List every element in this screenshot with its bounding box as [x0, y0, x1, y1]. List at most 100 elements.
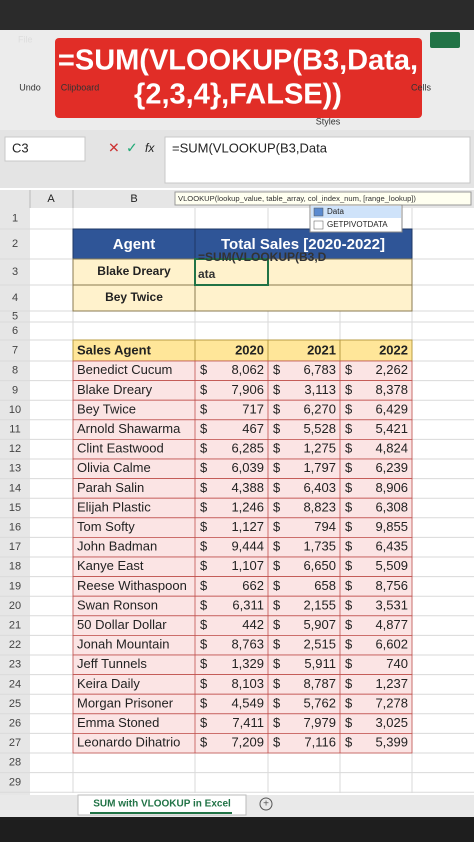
row-number: 13 [9, 463, 21, 475]
add-sheet[interactable] [259, 797, 273, 811]
sales-value: 467 [242, 421, 264, 436]
sales-agent: Clint Eastwood [77, 441, 164, 456]
name-box[interactable] [4, 136, 86, 162]
currency-symbol: $ [273, 735, 281, 750]
sales-value: 1,329 [231, 656, 264, 671]
currency-symbol: $ [345, 656, 353, 671]
sales-value: 6,311 [232, 597, 264, 612]
currency-symbol: $ [200, 637, 208, 652]
sales-agent: Emma Stoned [77, 715, 159, 730]
sales-header-text: Sales Agent [77, 342, 152, 357]
currency-symbol: $ [345, 519, 353, 534]
sales-value: 3,531 [375, 597, 408, 612]
cell-edit-text: =SUM(VLOOKUP(B3,D [198, 250, 327, 264]
currency-symbol: $ [345, 362, 353, 377]
row-number: 8 [12, 365, 18, 377]
sales-value: 717 [242, 401, 264, 416]
sales-agent: Olivia Calme [77, 460, 151, 475]
sales-agent: 50 Dollar Dollar [77, 617, 167, 632]
currency-symbol: $ [345, 735, 353, 750]
currency-symbol: $ [345, 421, 353, 436]
sales-value: 5,421 [375, 421, 408, 436]
function-tooltip-text: VLOOKUP(lookup_value, table_array, col_i… [178, 194, 416, 203]
currency-symbol: $ [345, 480, 353, 495]
sheet-tab-text: SUM with VLOOKUP in Excel [93, 799, 231, 810]
currency-symbol: $ [200, 735, 208, 750]
row-number: 16 [9, 522, 21, 534]
lookup-header-text: Agent [113, 236, 156, 253]
currency-symbol: $ [345, 617, 353, 632]
sales-value: 6,602 [375, 637, 408, 652]
cell-edit-text: ata [198, 267, 216, 281]
row-number: 5 [12, 310, 18, 322]
row-number: 9 [12, 384, 18, 396]
currency-symbol: $ [273, 460, 281, 475]
sales-agent: John Badman [77, 539, 157, 554]
sales-header-text: 2021 [307, 342, 336, 357]
sales-value: 5,762 [303, 695, 336, 710]
sales-value: 6,435 [375, 539, 408, 554]
formula-input[interactable] [164, 136, 471, 184]
selected-cell[interactable] [194, 258, 269, 286]
currency-symbol: $ [345, 382, 353, 397]
currency-symbol: $ [345, 539, 353, 554]
row-number: 15 [9, 502, 21, 514]
currency-symbol: $ [273, 656, 281, 671]
currency-symbol: $ [273, 401, 281, 416]
sales-value: 6,308 [375, 499, 408, 514]
sales-value: 6,429 [375, 401, 408, 416]
sales-agent: Bey Twice [77, 401, 136, 416]
sales-agent: Swan Ronson [77, 597, 158, 612]
row-number: 29 [9, 776, 21, 788]
row-number: 11 [9, 424, 20, 436]
autocomplete-highlight[interactable] [311, 206, 401, 218]
currency-symbol: $ [345, 460, 353, 475]
file-menu: File [18, 34, 33, 44]
sales-value: 6,403 [303, 480, 336, 495]
ribbon-group-label: Undo [19, 82, 41, 92]
sales-value: 4,824 [375, 441, 408, 456]
row-number: 27 [9, 737, 21, 749]
currency-symbol: $ [200, 441, 208, 456]
row-number: 28 [9, 757, 21, 769]
sales-agent: Morgan Prisoner [77, 695, 174, 710]
sales-agent: Elijah Plastic [77, 499, 151, 514]
sales-value: 1,237 [375, 676, 408, 691]
currency-symbol: $ [273, 715, 281, 730]
row-number: 4 [12, 292, 18, 304]
enter-icon: ✓ [126, 140, 138, 156]
currency-symbol: $ [200, 460, 208, 475]
autocomplete-item[interactable]: Data [327, 207, 344, 216]
column-label: B [130, 193, 137, 205]
sales-value: 6,650 [303, 558, 336, 573]
row-number: 22 [9, 639, 21, 651]
currency-symbol: $ [273, 578, 281, 593]
share-button[interactable] [430, 32, 460, 48]
sales-value: 2,262 [375, 362, 408, 377]
sales-value: 662 [242, 578, 264, 593]
autocomplete-item[interactable]: GETPIVOTDATA [327, 220, 388, 229]
row-header-bar [0, 208, 30, 795]
row-number: 21 [9, 620, 21, 632]
autocomplete-icon [313, 207, 324, 217]
column-label: A [47, 193, 55, 205]
sales-agent: Tom Softy [77, 519, 135, 534]
currency-symbol: $ [273, 676, 281, 691]
lookup-agent: Bey Twice [105, 290, 163, 304]
currency-symbol: $ [273, 597, 281, 612]
currency-symbol: $ [200, 382, 208, 397]
sales-value: 5,528 [303, 421, 336, 436]
row-number: 20 [9, 600, 21, 612]
sales-value: 4,549 [231, 695, 264, 710]
sheet-tab[interactable] [77, 794, 247, 816]
row-number: 1 [12, 212, 18, 224]
sales-value: 6,270 [303, 401, 336, 416]
row-number: 10 [9, 404, 21, 416]
sales-value: 6,285 [231, 441, 264, 456]
sales-agent: Kanye East [77, 558, 144, 573]
sales-value: 1,127 [231, 519, 264, 534]
sales-value: 7,116 [304, 735, 336, 750]
sales-value: 1,797 [303, 460, 336, 475]
currency-symbol: $ [200, 421, 208, 436]
